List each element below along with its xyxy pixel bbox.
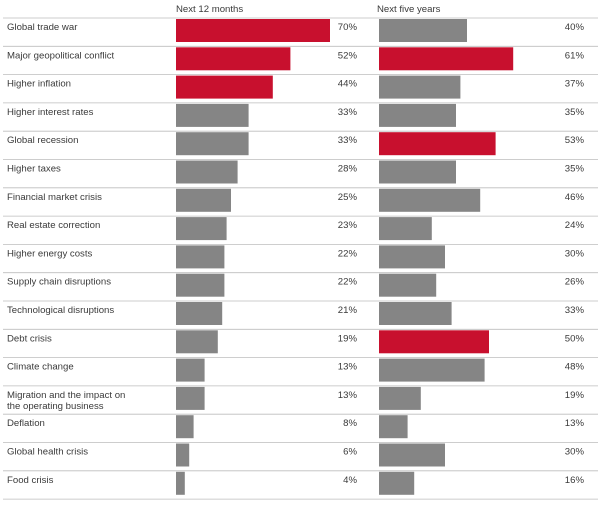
bar-next-12-months [176,386,205,410]
value-label-next-12-months: 6% [343,447,357,458]
category-label: Global recession [7,135,78,146]
value-label-next-five-years: 48% [565,362,585,373]
bar-next-12-months [176,245,225,269]
bar-next-five-years [379,302,452,325]
category-label: Higher interest rates [7,107,94,118]
bar-next-12-months [176,415,194,439]
bar-next-12-months [176,330,218,354]
value-label-next-five-years: 37% [565,79,585,90]
bar-next-five-years [379,443,445,467]
category-label: Global trade war [7,22,78,33]
category-label: Higher energy costs [7,248,93,259]
bar-next-12-months [176,103,249,127]
value-label-next-12-months: 28% [338,164,358,175]
bar-next-five-years [379,19,467,42]
bar-next-12-months [176,75,273,99]
value-label-next-12-months: 25% [338,192,358,203]
bar-next-12-months [176,160,238,184]
bar-next-12-months [176,358,205,382]
bar-next-12-months [176,273,225,297]
category-label: Deflation [7,418,45,429]
value-label-next-12-months: 19% [338,333,358,344]
category-label: Major geopolitical conflict [7,50,115,61]
value-label-next-five-years: 30% [565,447,585,458]
value-label-next-12-months: 13% [338,390,358,401]
bar-next-five-years [379,132,496,156]
value-label-next-12-months: 52% [338,50,358,61]
value-label-next-12-months: 13% [338,362,358,373]
category-label: Higher taxes [7,164,61,175]
category-label: Real estate correction [7,220,100,231]
bar-next-12-months [176,217,227,241]
bar-next-five-years [379,188,481,212]
bar-next-five-years [379,217,432,241]
value-label-next-12-months: 23% [338,220,358,231]
category-label: Debt crisis [7,333,52,344]
bar-next-five-years [379,103,456,127]
category-label: Climate change [7,362,74,373]
bar-next-12-months [176,302,223,325]
value-label-next-five-years: 16% [565,475,585,486]
value-label-next-five-years: 35% [565,164,585,175]
bar-next-12-months [176,132,249,156]
category-label: Higher inflation [7,79,71,90]
category-label: Technological disruptions [7,305,114,316]
category-label: Financial market crisis [7,192,102,203]
bar-next-five-years [379,415,408,439]
bar-next-five-years [379,471,415,495]
value-label-next-12-months: 22% [338,248,358,259]
value-label-next-12-months: 33% [338,135,358,146]
bar-next-12-months [176,188,231,212]
bar-next-five-years [379,75,461,99]
value-label-next-12-months: 70% [338,22,358,33]
value-label-next-five-years: 61% [565,50,585,61]
bar-next-12-months [176,443,190,467]
value-label-next-five-years: 46% [565,192,585,203]
bar-next-five-years [379,273,437,297]
value-label-next-five-years: 35% [565,107,585,118]
value-label-next-five-years: 26% [565,277,585,288]
bar-next-five-years [379,160,456,184]
value-label-next-five-years: 30% [565,248,585,259]
category-label: Migration and the impact on the operating… [7,390,125,412]
value-label-next-12-months: 33% [338,107,358,118]
category-label: Supply chain disruptions [7,277,111,288]
value-label-next-five-years: 50% [565,333,585,344]
value-label-next-five-years: 53% [565,135,585,146]
bar-next-12-months [176,19,330,42]
value-label-next-12-months: 22% [338,277,358,288]
bar-next-five-years [379,386,421,410]
value-label-next-five-years: 33% [565,305,585,316]
value-label-next-five-years: 24% [565,220,585,231]
value-label-next-five-years: 40% [565,22,585,33]
bar-next-five-years [379,245,445,269]
bar-next-five-years [379,47,514,71]
bar-next-12-months [176,47,291,71]
bar-next-five-years [379,330,489,354]
value-label-next-12-months: 4% [343,475,357,486]
value-label-next-12-months: 21% [338,305,358,316]
value-label-next-five-years: 13% [565,418,585,429]
bar-next-12-months [176,471,185,495]
column-header-next-five-years: Next five years [377,4,441,15]
value-label-next-12-months: 8% [343,418,357,429]
value-label-next-five-years: 19% [565,390,585,401]
bar-next-five-years [379,358,485,382]
category-label: Food crisis [7,475,54,486]
category-label: Global health crisis [7,447,88,458]
value-label-next-12-months: 44% [338,79,358,90]
column-header-next-12-months: Next 12 months [176,4,243,15]
